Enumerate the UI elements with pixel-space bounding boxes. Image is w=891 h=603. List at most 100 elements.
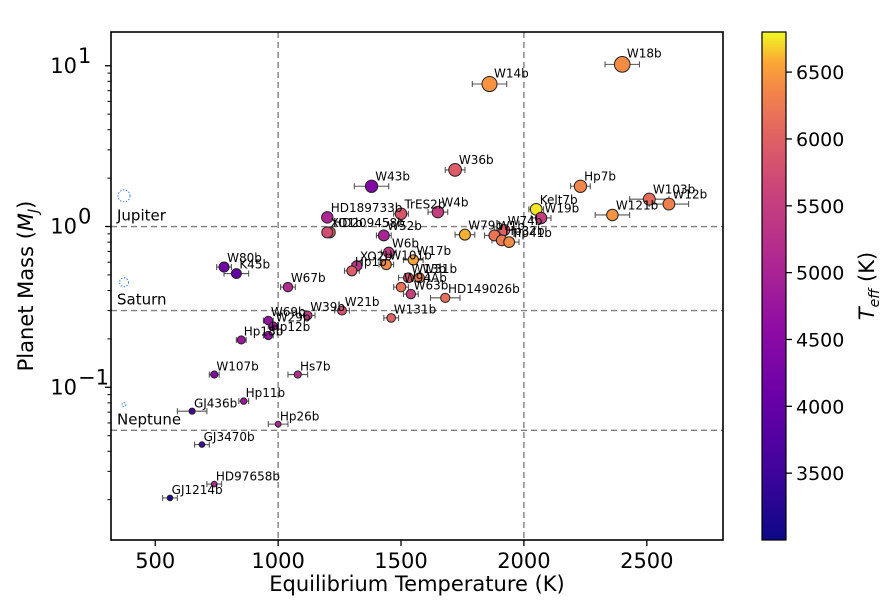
data-points <box>166 56 676 502</box>
label-Hs7b: Hs7b <box>300 359 331 373</box>
label-W18b: W18b <box>627 47 662 61</box>
label-W36b: W36b <box>459 153 494 167</box>
point-Hp11b <box>240 397 248 405</box>
point-Hp41b <box>503 236 516 248</box>
colorbar <box>761 31 787 541</box>
point-W43b <box>364 179 379 193</box>
cb-tick-label-5500: 5500 <box>796 196 844 218</box>
point-XO1b <box>321 226 334 239</box>
label-HD149026b: HD149026b <box>448 282 520 296</box>
x-tick-label-500: 500 <box>135 549 175 573</box>
label-Hp32b: Hp32b <box>505 224 545 238</box>
cb-tick-label-4000: 4000 <box>796 396 844 418</box>
ref-label-neptune: Neptune <box>117 410 181 428</box>
point-W18b <box>613 56 631 73</box>
label-W13b: W13b <box>411 262 446 276</box>
label-Hp18b: Hp18b <box>244 325 284 339</box>
label-W80b: W80b <box>227 251 262 265</box>
cb-tick-label-6500: 6500 <box>796 62 844 84</box>
label-W4b: W4b <box>441 196 468 210</box>
label-W94Ab: W94Ab <box>404 271 447 285</box>
point-W80b <box>218 261 230 273</box>
point-W107b <box>210 370 219 379</box>
cb-tick-label-4500: 4500 <box>796 329 844 351</box>
label-XO2b: XO2b <box>360 250 392 264</box>
y-tick-label-exp-2: 1 <box>78 44 91 68</box>
y-tick-label-base-0: 10 <box>50 375 77 399</box>
cb-tick-label-5000: 5000 <box>796 263 844 285</box>
point-Hp1b <box>346 265 358 277</box>
y-tick-label-base-2: 10 <box>50 54 77 78</box>
point-Hp12b <box>263 330 273 341</box>
point-W94Ab <box>395 281 407 293</box>
label-W67b: W67b <box>291 271 326 285</box>
point-W12b <box>662 197 676 211</box>
label-Hp12b: Hp12b <box>271 320 311 334</box>
point-W4b <box>431 205 445 219</box>
x-tick-label-1000: 1000 <box>251 549 304 573</box>
ref-label-saturn: Saturn <box>117 291 167 309</box>
point-W29b <box>268 321 278 331</box>
label-W121b: W121b <box>616 199 658 213</box>
label-W52b: W52b <box>387 219 422 233</box>
point-TrES2b <box>394 207 408 221</box>
label-W12b: W12b <box>672 187 707 201</box>
label-W43b: W43b <box>375 170 410 184</box>
x-tick-label-2500: 2500 <box>620 549 673 573</box>
plot-frame <box>110 31 724 541</box>
label-W131b: W131b <box>394 302 436 316</box>
point-W39b <box>302 310 313 321</box>
point-GJ1214b <box>166 494 174 502</box>
point-W13b <box>402 272 414 284</box>
point-Hs7b <box>293 370 302 379</box>
label-HD189733b: HD189733b <box>331 201 403 215</box>
label-TrES2b: TrES2b <box>403 197 445 211</box>
point-W79b <box>458 228 471 241</box>
label-HD209458b: HD209458b <box>333 216 405 230</box>
y-tick-label-base-1: 10 <box>50 215 77 239</box>
point-W52b <box>377 229 390 242</box>
y-tick-label-exp-0: −1 <box>78 365 109 389</box>
label-W107b: W107b <box>216 359 258 373</box>
label-W19b: W19b <box>545 202 580 216</box>
point-W101b <box>380 258 392 271</box>
label-W69b: W69b <box>271 305 306 319</box>
label-Hp11b: Hp11b <box>246 386 286 400</box>
label-Hp26b: Hp26b <box>280 409 320 423</box>
label-GJ1214b: GJ1214b <box>172 483 223 497</box>
label-Kelt7b: Kelt7b <box>540 193 578 207</box>
label-W103b: W103b <box>653 183 695 197</box>
planet-marker-neptune <box>121 402 127 408</box>
label-W79b: W79b <box>468 218 503 232</box>
point-HD189733b <box>321 211 334 224</box>
label-Hp7b: Hp7b <box>584 170 616 184</box>
y-axis-title: Planet Mass (MJ) <box>14 201 42 372</box>
label-W17b: W17b <box>416 244 451 258</box>
cb-tick-label-6000: 6000 <box>796 129 844 151</box>
label-XO1b: XO1b <box>331 216 363 230</box>
x-axis-title: Equilibrium Temperature (K) <box>269 572 565 596</box>
planet-reference-markers: Jupiter Saturn Neptune <box>116 189 181 428</box>
point-W6b <box>382 246 395 259</box>
point-W63b <box>405 288 417 300</box>
label-Hp41b: Hp41b <box>512 226 552 240</box>
plot-area <box>111 32 723 540</box>
point-GJ436b <box>188 407 196 415</box>
point-W14b <box>481 75 498 93</box>
label-W74b: W74b <box>508 214 543 228</box>
x-tick-label-2000: 2000 <box>497 549 550 573</box>
label-GJ3470b: GJ3470b <box>204 430 255 444</box>
point-Hp26b <box>274 420 282 428</box>
y-tick-label-exp-1: 0 <box>78 205 91 229</box>
point-HD149026b <box>440 292 451 303</box>
point-W67b <box>282 281 294 293</box>
label-W1b: W1b <box>498 219 525 233</box>
planet-marker-jupiter <box>117 189 131 203</box>
point-W131b <box>386 313 397 323</box>
label-HD97658b: HD97658b <box>216 469 280 483</box>
x-tick-label-1500: 1500 <box>374 549 427 573</box>
colorbar-title: Teff (K) <box>855 252 883 320</box>
